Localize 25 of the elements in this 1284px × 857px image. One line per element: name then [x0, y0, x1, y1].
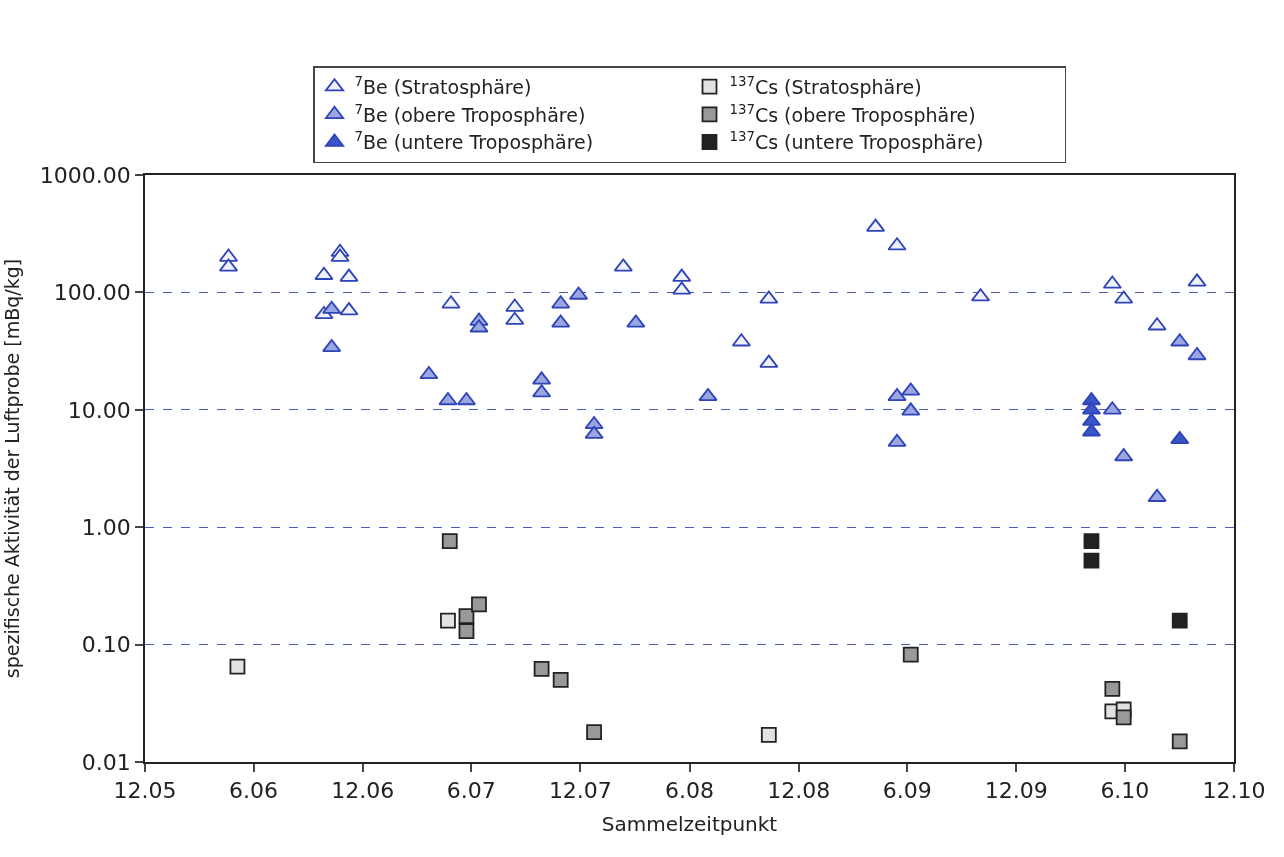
y-tick-label: 1000.00: [39, 162, 131, 188]
x-tick-label: 6.06: [229, 778, 279, 804]
x-tick-label: 12.05: [113, 778, 177, 804]
x-tick-label: 12.08: [767, 778, 831, 804]
legend-label: $^{7}$Be (untere Troposphäre): [354, 129, 594, 154]
legend-label: $^{7}$Be (obere Troposphäre): [354, 101, 586, 126]
y-tick-label: 0.10: [81, 632, 131, 658]
legend-label: $^{7}$Be (Stratosphäre): [354, 74, 532, 99]
x-tick-label: 12.06: [331, 778, 395, 804]
y-axis-title: spezifische Aktivität der Luftprobe [mBq/kg]: [1, 258, 24, 679]
x-tick-label: 12.09: [984, 778, 1048, 804]
legend-label: $^{137}$Cs (untere Troposphäre): [729, 129, 984, 154]
y-tick-label: 10.00: [67, 397, 131, 423]
x-axis-title: Sammelzeitpunkt: [601, 812, 778, 837]
legend-label: $^{137}$Cs (obere Troposphäre): [729, 101, 976, 126]
x-tick-label: 6.08: [665, 778, 714, 804]
y-tick-label: 1.00: [81, 514, 131, 540]
y-tick-label: 0.01: [81, 749, 131, 775]
legend-label: $^{137}$Cs (Stratosphäre): [729, 74, 922, 99]
y-tick-label: 100.00: [53, 280, 131, 306]
x-tick-label: 6.07: [446, 778, 496, 804]
x-tick-label: 12.10: [1202, 778, 1266, 804]
x-tick-label: 6.09: [882, 778, 932, 804]
x-tick-label: 12.07: [548, 778, 612, 804]
x-tick-label: 6.10: [1100, 778, 1150, 804]
